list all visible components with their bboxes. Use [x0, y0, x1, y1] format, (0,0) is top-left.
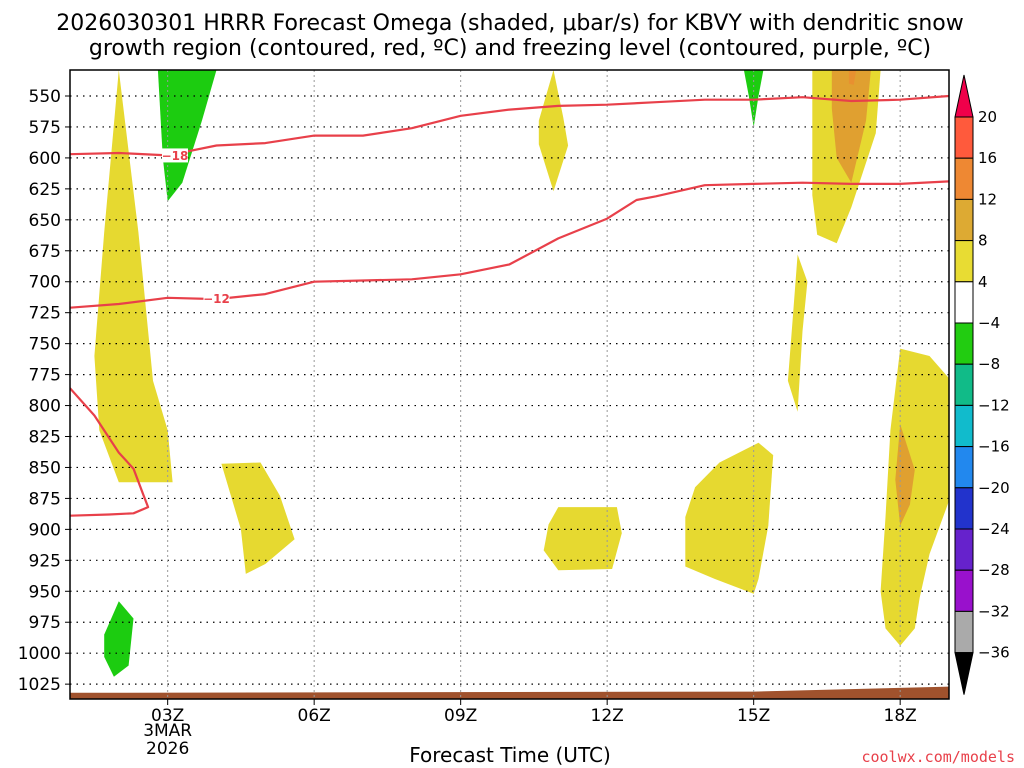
colorbar-tick-label: −24	[978, 520, 1010, 538]
colorbar-tick-label: −8	[978, 355, 1000, 373]
y-tick-label: 550	[29, 87, 61, 107]
y-tick-label: 625	[29, 180, 61, 200]
omega-region-yellow	[221, 462, 295, 574]
ground-fill	[70, 686, 949, 699]
chart-title-line2: growth region (contoured, red, ºC) and f…	[89, 36, 931, 61]
y-axis: 550 575 600 625 650 675 700 725 750 775 800 825 850 8…	[18, 87, 70, 695]
colorbar-swatch	[954, 363, 974, 406]
colorbar-swatch	[954, 281, 974, 324]
y-tick-label: 675	[29, 242, 61, 262]
colorbar-tick-label: −16	[978, 438, 1010, 456]
omega-shaded-regions	[94, 70, 949, 677]
omega-region-yellow	[94, 70, 173, 483]
x-tick-label: 15Z	[737, 706, 770, 726]
y-tick-label: 700	[29, 273, 61, 293]
y-tick-label: 575	[29, 118, 61, 138]
y-tick-label: 950	[29, 582, 61, 602]
plot-background	[70, 70, 949, 699]
colorbar-tick-label: −36	[978, 644, 1010, 662]
omega-region-yellow	[787, 254, 808, 412]
colorbar-tick-label: 8	[978, 232, 988, 250]
omega-region-yellow	[543, 507, 622, 571]
ground-layer	[70, 686, 949, 699]
colorbar-swatch	[954, 322, 974, 365]
x-tick-label: 12Z	[591, 706, 624, 726]
colorbar-tick-label: −20	[978, 479, 1010, 497]
x-tick-label: 03Z	[151, 706, 184, 726]
y-tick-label: 875	[29, 489, 61, 509]
colorbar-tick-label: 16	[978, 149, 997, 167]
y-tick-label: 900	[29, 520, 61, 540]
y-tick-label: 850	[29, 458, 61, 478]
colorbar-swatch	[954, 157, 974, 200]
colorbar-swatch	[954, 240, 974, 283]
isotherm-minus18-line	[70, 94, 949, 157]
colorbar-bottom-triangle	[954, 652, 974, 695]
plot-area: −18 −12	[69, 69, 950, 700]
y-tick-label: 1025	[18, 675, 61, 695]
omega-region-yellow	[880, 348, 949, 646]
x-tick-label: 09Z	[444, 706, 477, 726]
x-tick-date: 3MAR	[143, 721, 192, 741]
omega-region-orange	[831, 70, 871, 183]
colorbar-tick-label: −28	[978, 561, 1010, 579]
colorbar-tick-label: 20	[978, 108, 997, 126]
y-tick-label: 800	[29, 397, 61, 417]
omega-region-green	[743, 70, 764, 127]
chart-title-line1: 2026030301 HRRR Forecast Omega (shaded, …	[56, 11, 964, 36]
y-tick-label: 1000	[18, 644, 61, 664]
contour-label-background	[203, 291, 230, 306]
omega-region-dark_orange	[848, 70, 857, 85]
colorbar-swatch	[954, 446, 974, 489]
colorbar-tick-label: −32	[978, 602, 1010, 620]
contour-label: −18	[162, 149, 189, 163]
colorbar-tick-label: 12	[978, 190, 997, 208]
colorbar-swatch	[954, 610, 974, 654]
colorbar-swatch	[954, 198, 974, 242]
colorbar-top-triangle	[954, 74, 974, 118]
isotherm-low-line	[70, 387, 150, 517]
x-axis-label: Forecast Time (UTC)	[409, 743, 611, 767]
omega-region-yellow	[685, 442, 774, 594]
contour-label-background	[161, 148, 188, 163]
y-tick-label: 975	[29, 613, 61, 633]
colorbar-swatch	[954, 569, 974, 612]
y-tick-label: 650	[29, 211, 61, 231]
contour-label: −12	[203, 292, 230, 306]
x-tick-label: 06Z	[298, 706, 331, 726]
colorbar-swatch	[954, 528, 974, 571]
colorbar-swatch	[954, 116, 974, 159]
colorbar-swatch	[954, 404, 974, 448]
y-tick-label: 600	[29, 149, 61, 169]
y-tick-label: 925	[29, 551, 61, 571]
colorbar: 20 16 12 8 4 −4 −8 −12 −16 −20 −24 −28 −32 −36	[954, 74, 1010, 695]
y-tick-label: 825	[29, 428, 61, 448]
colorbar-tick-label: −4	[978, 314, 1000, 332]
y-tick-label: 725	[29, 304, 61, 324]
colorbar-tick-label: −12	[978, 396, 1010, 414]
credit-text: coolwx.com/models	[861, 748, 1015, 766]
y-tick-label: 750	[29, 335, 61, 355]
omega-region-yellow	[538, 70, 569, 192]
colorbar-tick-label: 4	[978, 273, 988, 291]
x-tick-label: 18Z	[884, 706, 917, 726]
omega-region-green	[104, 601, 134, 677]
colorbar-swatch	[954, 487, 974, 530]
x-tick-year: 2026	[146, 739, 189, 759]
omega-region-green	[157, 70, 217, 202]
plot-frame	[69, 69, 950, 700]
y-tick-label: 775	[29, 366, 61, 386]
contour-labels: −18 −12	[162, 148, 230, 306]
